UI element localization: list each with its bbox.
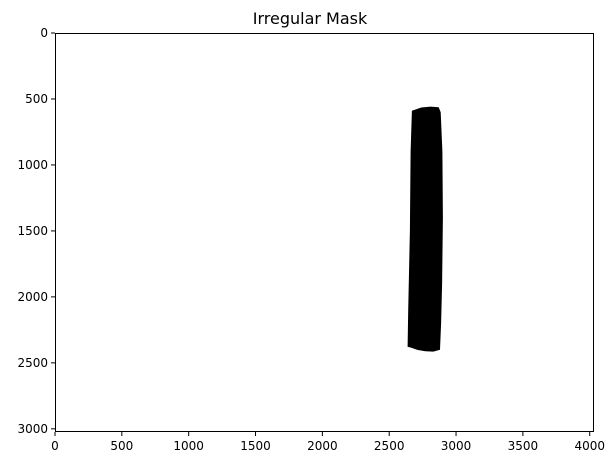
x-tick-label: 1000: [173, 439, 204, 453]
plot-frame: [55, 33, 594, 432]
y-tick-label: 500: [25, 92, 48, 106]
x-tick-label: 1500: [240, 439, 271, 453]
y-tick-label: 2000: [17, 290, 48, 304]
x-tick-label: 4000: [574, 439, 605, 453]
chart-title: Irregular Mask: [253, 9, 368, 28]
x-tick-label: 0: [51, 439, 59, 453]
y-tick-label: 2500: [17, 356, 48, 370]
x-tick-label: 500: [110, 439, 133, 453]
y-tick-label: 1000: [17, 158, 48, 172]
y-tick-label: 3000: [17, 422, 48, 436]
x-tick-label: 3000: [441, 439, 472, 453]
y-tick-label: 0: [40, 26, 48, 40]
x-axis: 0 500 1000 1500 2000 2500 3000 3500 4000: [51, 432, 605, 453]
y-axis: 0 500 1000 1500 2000 2500 3000: [17, 26, 55, 436]
plot-area: [55, 33, 594, 432]
mask-region: [407, 106, 443, 352]
x-tick-label: 2500: [374, 439, 405, 453]
x-tick-label: 3500: [508, 439, 539, 453]
y-tick-label: 1500: [17, 224, 48, 238]
x-tick-label: 2000: [307, 439, 338, 453]
